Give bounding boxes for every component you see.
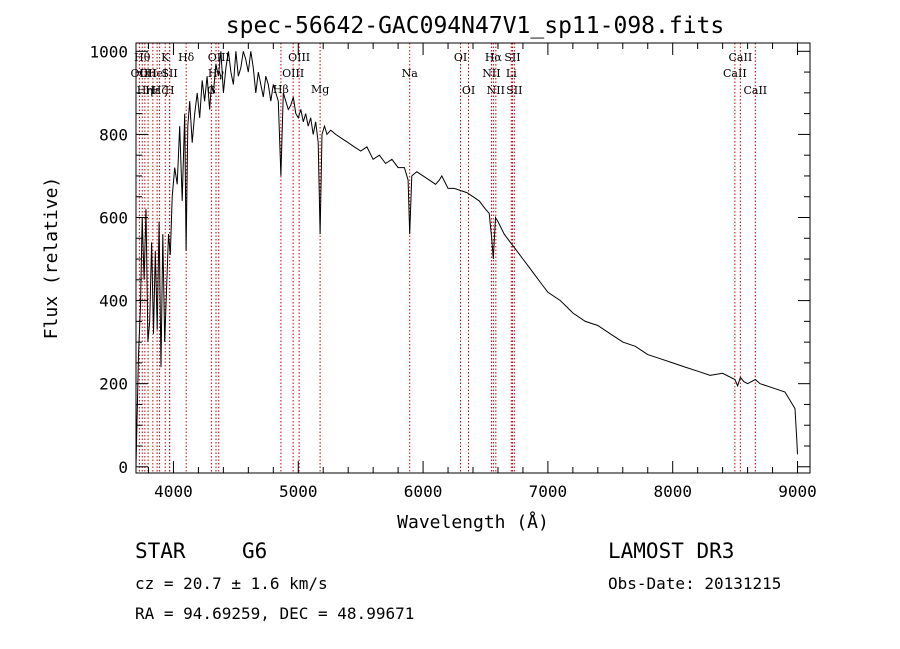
spectrum-line (135, 51, 798, 467)
x-tick-label: 4000 (154, 482, 193, 501)
line-label-layer: OIIHθHηOIIHεHeIHζKSIIHHδGHγOIIIHβOIIIOII… (131, 51, 768, 97)
line-label: CaII (729, 51, 753, 64)
line-label: OI (462, 84, 475, 97)
line-label: Na (402, 67, 419, 80)
x-tick-label: 9000 (778, 482, 817, 501)
x-tick-label: 6000 (404, 482, 443, 501)
x-tick-label: 8000 (653, 482, 692, 501)
x-tick-label: 7000 (529, 482, 568, 501)
line-label: CaII (723, 67, 747, 80)
line-label: HeI (147, 67, 167, 80)
line-label: OII (131, 67, 149, 80)
line-marker-layer (138, 43, 756, 473)
line-label: OIII (288, 51, 310, 64)
line-label: H (165, 84, 175, 97)
axis-layer: 4000 5000 6000 7000 8000 9000 0 200 400 600 800 100… (89, 42, 816, 501)
line-label: Hγ (208, 67, 225, 80)
plot-frame (135, 42, 811, 474)
x-tick-label: 5000 (279, 482, 318, 501)
y-tick-label: 1000 (89, 42, 128, 61)
line-label: Hδ (178, 51, 195, 64)
line-label: Mg (311, 83, 329, 96)
line-label: Hη (137, 84, 153, 97)
line-label: SII (506, 84, 522, 97)
y-tick-label: 600 (99, 208, 128, 227)
line-label: Li (506, 67, 517, 80)
line-label: CaII (743, 84, 767, 97)
line-label: K (161, 51, 170, 64)
line-label: OI (454, 51, 467, 64)
observation-date: Obs-Date: 20131215 (608, 574, 781, 593)
line-label: SII (161, 67, 177, 80)
y-axis-label: Flux (relative) (41, 177, 62, 340)
survey-name: LAMOST DR3 (608, 539, 734, 563)
y-tick-label: 800 (99, 125, 128, 144)
coordinates: RA = 94.69259, DEC = 48.99671 (135, 604, 414, 623)
chart-title: spec-56642-GAC094N47V1_sp11-098.fits (226, 13, 725, 39)
line-label: OII (139, 67, 157, 80)
line-label: Hθ (134, 51, 151, 64)
object-class: STAR (135, 539, 186, 563)
line-label: OIII (208, 51, 230, 64)
line-label: Hα (485, 51, 503, 64)
redshift-value: cz = 20.7 ± 1.6 km/s (135, 574, 328, 593)
y-tick-label: 0 (118, 458, 128, 477)
line-label: Hε (145, 84, 161, 97)
y-tick-label: 400 (99, 292, 128, 311)
line-label: NII (482, 67, 500, 80)
line-label: Hζ (152, 84, 168, 97)
line-label: Hβ (273, 83, 289, 96)
line-label: SII (504, 51, 520, 64)
object-subclass: G6 (242, 539, 267, 563)
line-label: OIII (282, 67, 304, 80)
x-axis-label: Wavelength (Å) (397, 511, 549, 533)
line-label: NII (487, 84, 505, 97)
y-tick-label: 200 (99, 375, 128, 394)
